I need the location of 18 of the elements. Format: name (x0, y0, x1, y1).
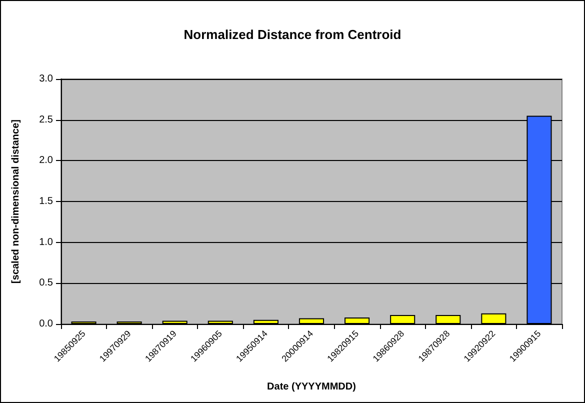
y-tick-label: 1.0 (39, 236, 54, 248)
y-axis-title: [scaled non-dimensional distance] (10, 120, 22, 284)
bar (344, 317, 370, 324)
y-tick-label: 2.5 (39, 114, 54, 126)
y-tick-label: 1.5 (39, 196, 54, 207)
bar (298, 318, 324, 324)
bar (436, 315, 461, 324)
y-tick-label: 2.0 (39, 155, 54, 166)
bar (390, 315, 416, 324)
y-tick-label: 3.0 (39, 74, 54, 84)
bar (208, 320, 233, 324)
bar (162, 320, 188, 324)
x-axis-title: Date (YYYYMMDD) (267, 382, 356, 392)
chart-title: Normalized Distance from Centroid (184, 27, 402, 42)
y-tick-label: 0.0 (39, 318, 54, 330)
y-tick-label: 0.5 (39, 278, 54, 289)
bar (481, 313, 506, 324)
bar (253, 320, 278, 324)
